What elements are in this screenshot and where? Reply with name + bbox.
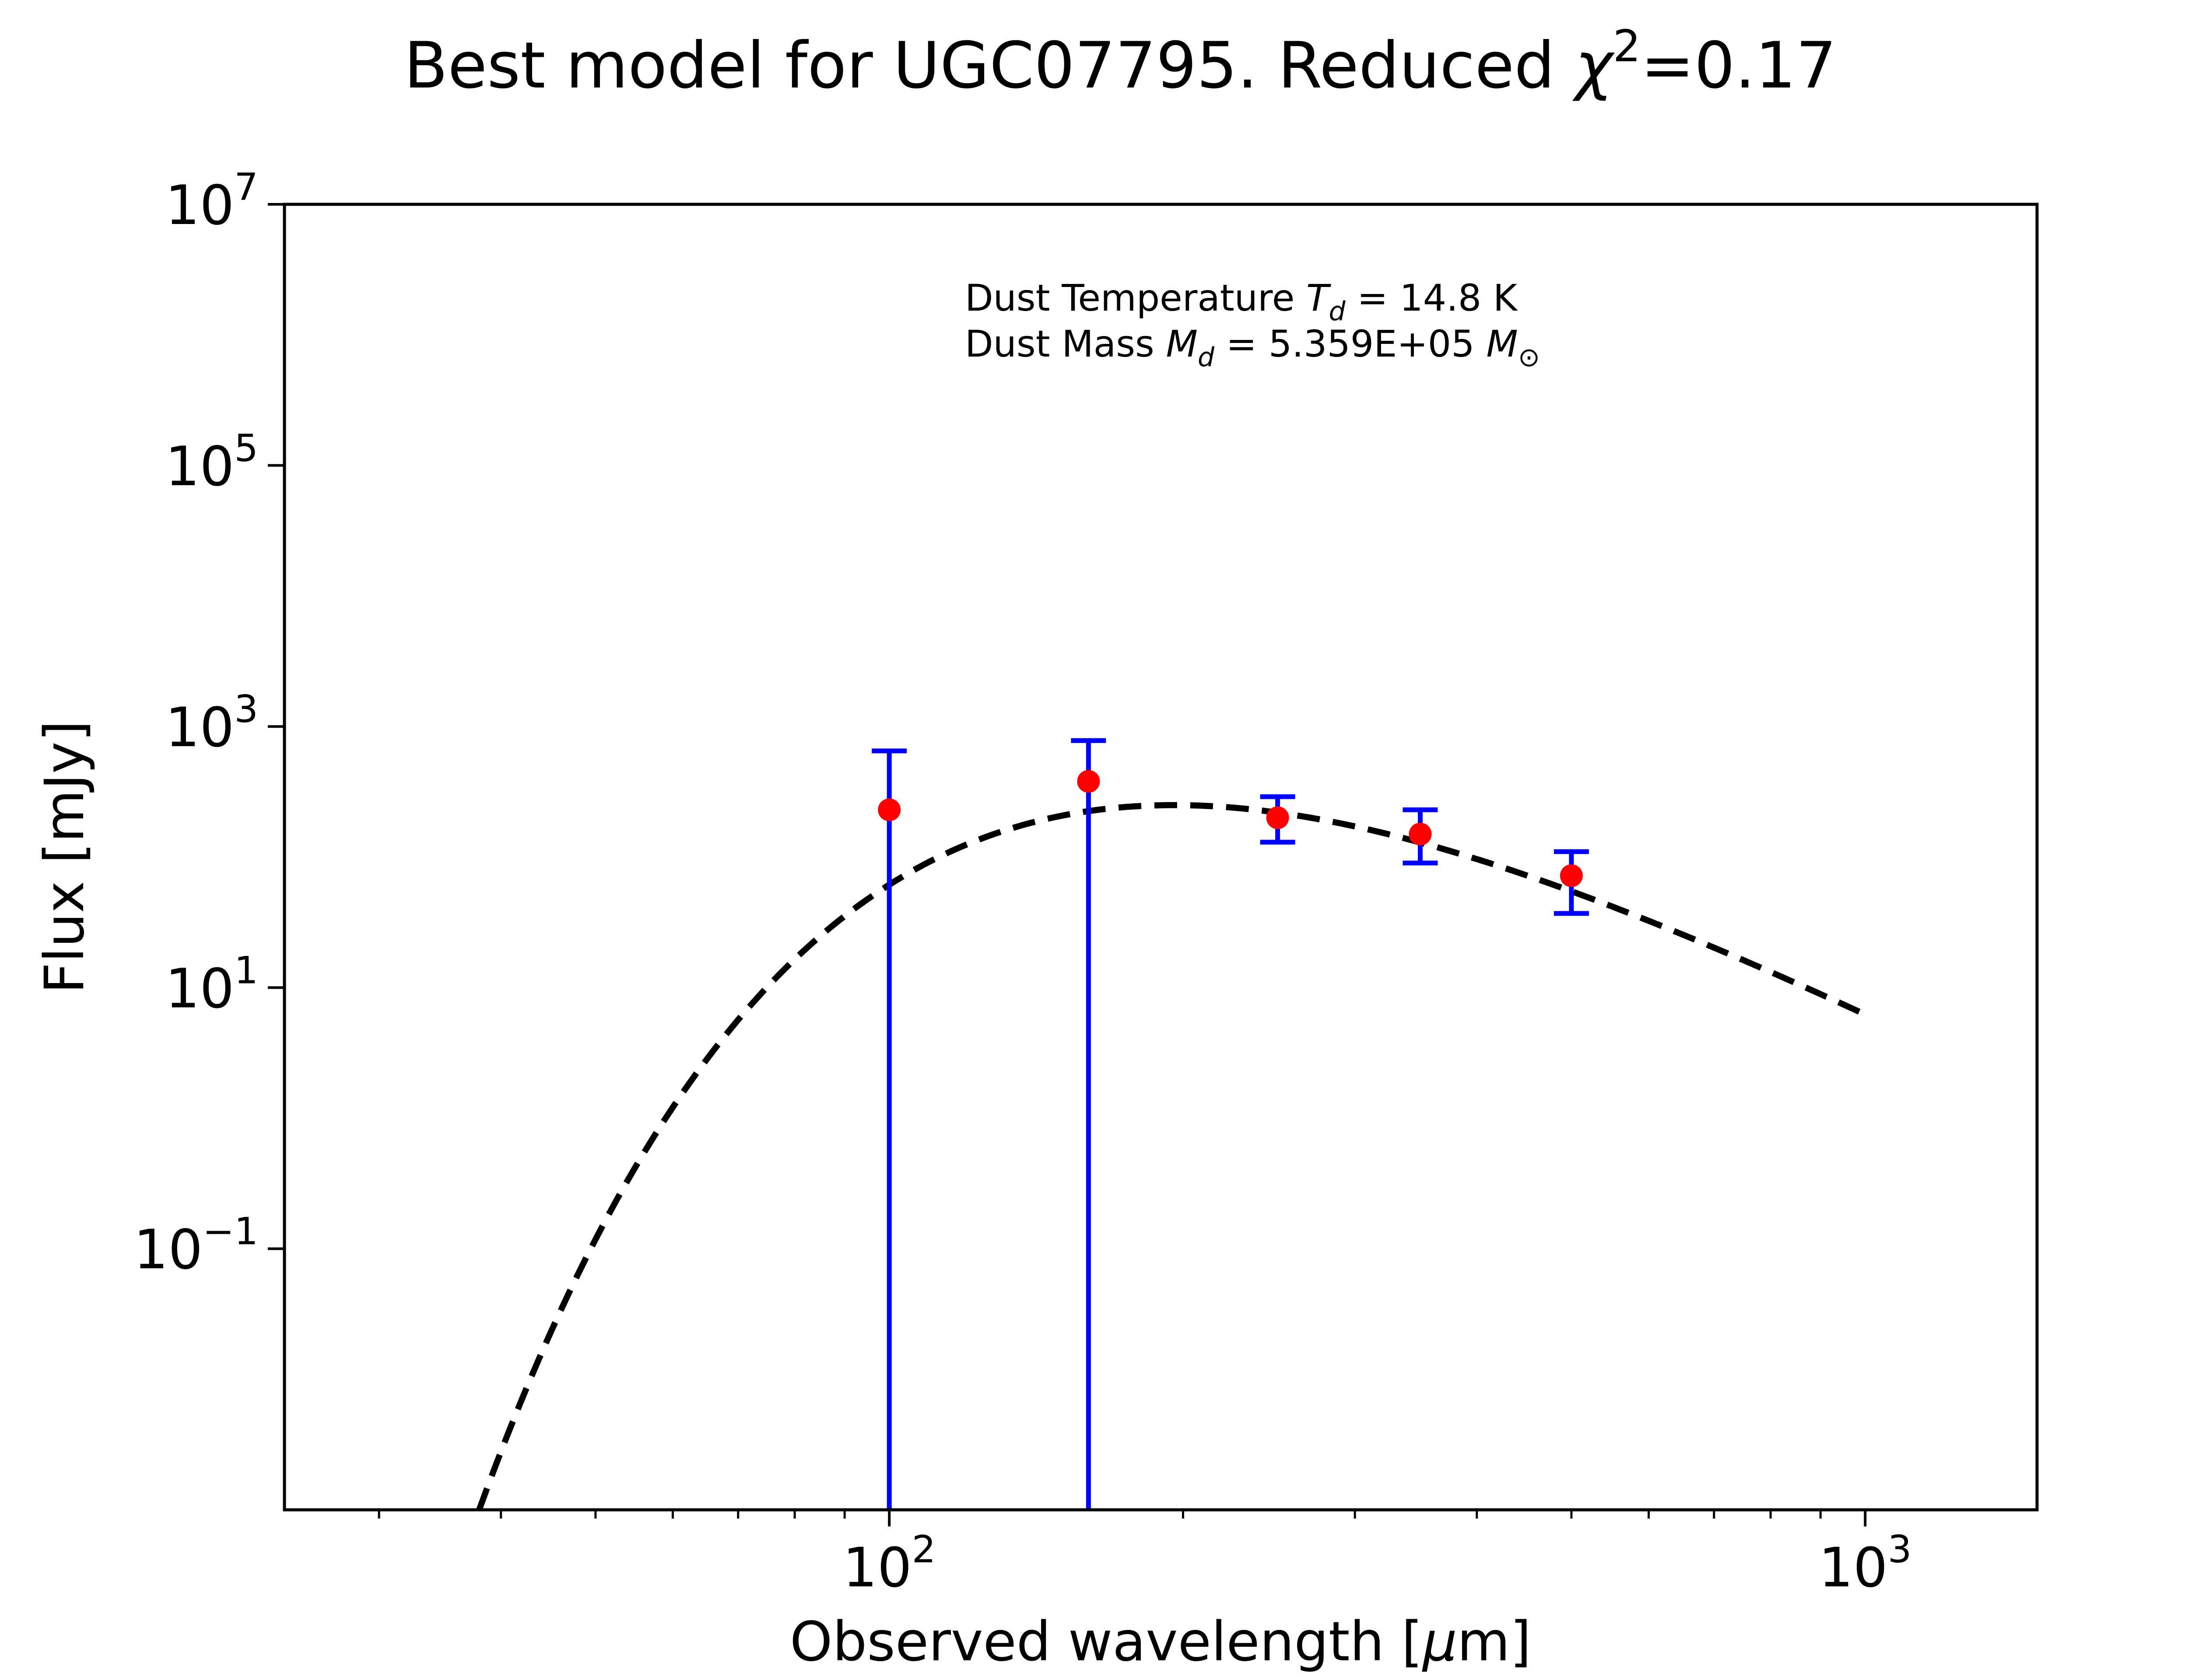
annotation-box: Dust Temperature Td = 14.8 K Dust Mass M… [965,276,1540,373]
plot-area [476,738,1867,1511]
data-point-1 [1077,770,1100,793]
x-axis-label: Observed wavelength [μm] [790,1610,1531,1673]
dust-mass-annotation: Dust Mass Md = 5.359E+05 M⊙ [965,322,1540,373]
y-axis-label: Flux [mJy] [33,721,96,994]
y-tick-label-4: 107 [165,165,258,237]
data-point-2 [1266,806,1289,830]
data-point-0 [878,798,901,822]
chart-title: Best model for UGC07795. Reduced χ2=0.17 [404,21,1837,103]
y-axis-ticks: 10−1 101 103 105 107 [133,165,284,1281]
y-tick-label-0: 10−1 [133,1210,258,1281]
model-sed-curve [476,802,1867,1511]
y-tick-label-3: 105 [165,427,258,498]
y-tick-label-1: 101 [165,948,258,1020]
x-tick-label-0: 102 [843,1528,936,1600]
axes-frame [283,203,2039,1512]
data-point-3 [1409,822,1432,846]
x-tick-label-1: 103 [1819,1528,1912,1600]
data-points [878,770,1583,887]
x-axis-ticks: 102 103 [843,1510,1912,1600]
dust-temperature-annotation: Dust Temperature Td = 14.8 K [965,276,1518,327]
data-point-4 [1560,864,1583,887]
y-tick-label-2: 103 [165,688,258,760]
